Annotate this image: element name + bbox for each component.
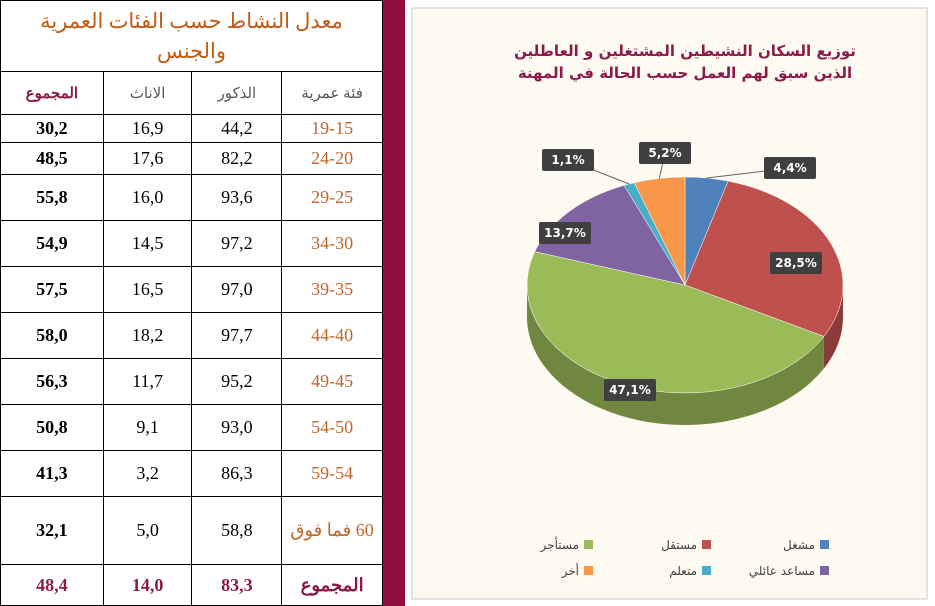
cell: 9,1	[102, 404, 193, 451]
cell: 48,5	[0, 142, 104, 175]
data-label: 47,1%	[609, 383, 651, 397]
cell: 54,9	[0, 220, 104, 267]
pie-slice	[684, 180, 844, 337]
cell: 18,2	[102, 312, 193, 359]
cell: 97,2	[191, 220, 283, 267]
cell: 57,5	[0, 266, 104, 313]
cell: 16,5	[102, 266, 193, 313]
cell: 24-20	[281, 142, 383, 175]
label-box	[764, 157, 816, 179]
legend-label: مستأجر	[540, 536, 579, 553]
cell: 19-15	[281, 114, 383, 143]
total-cell: 14,0	[102, 564, 193, 606]
data-row: 24-20 82,2 17,6 48,5	[0, 142, 383, 175]
data-row: 60 فما فوق 58,8 5,0 32,1	[0, 496, 383, 565]
pie-slice	[633, 176, 686, 286]
chart-title: الذين سبق لهم العمل حسب الحالة في المهنة	[518, 64, 852, 82]
legend-marker	[584, 540, 593, 549]
data-label: 4,4%	[773, 161, 806, 175]
data-row: 44-40 97,7 18,2 58,0	[0, 312, 383, 359]
header-cell: المجموع	[0, 71, 104, 115]
cell: 39-35	[281, 266, 383, 313]
cell: 11,7	[102, 358, 193, 405]
cell: 16,9	[102, 114, 193, 143]
cell: 59-54	[281, 450, 383, 497]
legend-marker	[820, 540, 829, 549]
cell: 50,8	[0, 404, 104, 451]
cell: 16,0	[102, 174, 193, 221]
data-label: 28,5%	[775, 256, 817, 270]
data-row: 34-30 97,2 14,5 54,9	[0, 220, 383, 267]
label-box	[770, 252, 822, 274]
legend-marker	[820, 566, 829, 575]
data-row: 59-54 86,3 3,2 41,3	[0, 450, 383, 497]
cell: 44-40	[281, 312, 383, 359]
table-panel: معدل النشاط حسب الفئات العمرية والجنس فئة…	[0, 0, 383, 606]
chart-title: توزيع السكان النشيطين المشتغلين و العاطل…	[514, 42, 856, 60]
total-cell: 48,4	[0, 564, 104, 606]
label-box	[604, 379, 656, 401]
cell: 30,2	[0, 114, 104, 143]
divider-band	[383, 0, 405, 606]
legend-label: مستقل	[661, 538, 697, 552]
header-cell: الذكور	[191, 71, 283, 115]
cell: 82,2	[191, 142, 283, 175]
cell: 93,6	[191, 174, 283, 221]
cell: 14,5	[102, 220, 193, 267]
cell: 34-30	[281, 220, 383, 267]
total-cell: المجموع	[281, 564, 383, 606]
data-row: 49-45 95,2 11,7 56,3	[0, 358, 383, 405]
data-row: 54-50 93,0 9,1 50,8	[0, 404, 383, 451]
cell: 95,2	[191, 358, 283, 405]
cell: 5,0	[102, 496, 193, 565]
label-box	[542, 149, 594, 171]
total-cell: 83,3	[191, 564, 283, 606]
cell: 86,3	[191, 450, 283, 497]
cell: 60 فما فوق	[281, 496, 383, 565]
title-row: معدل النشاط حسب الفئات العمرية والجنس	[0, 0, 383, 72]
pie-side	[823, 285, 843, 369]
cell: 41,3	[0, 450, 104, 497]
total-row: المجموع 83,3 14,0 48,4	[0, 564, 383, 606]
cell: 29-25	[281, 174, 383, 221]
chart: توزيع السكان النشيطين المشتغلين و العاطل…	[411, 7, 928, 600]
cell: 44,2	[191, 114, 283, 143]
pie-slice	[534, 185, 686, 286]
data-row: 29-25 93,6 16,0 55,8	[0, 174, 383, 221]
cell: 58,0	[0, 312, 104, 359]
header-cell: الاناث	[102, 71, 193, 115]
header-cell: فئة عمرية	[281, 71, 383, 115]
activity-table: معدل النشاط حسب الفئات العمرية والجنس فئة…	[0, 0, 383, 606]
legend-label: أخر	[561, 563, 579, 579]
data-label: 13,7%	[544, 226, 586, 240]
cell: 58,8	[191, 496, 283, 565]
legend-label: مشغل	[783, 538, 815, 552]
cell: 55,8	[0, 174, 104, 221]
data-label: 1,1%	[551, 153, 584, 167]
legend-label: مساعد عائلي	[749, 564, 815, 578]
cell: 3,2	[102, 450, 193, 497]
cell: 49-45	[281, 358, 383, 405]
data-label: 5,2%	[648, 146, 681, 160]
legend-marker	[584, 566, 593, 575]
cell: 56,3	[0, 358, 104, 405]
data-row: 39-35 97,0 16,5 57,5	[0, 266, 383, 313]
legend-label: متعلم	[669, 564, 697, 578]
table-title: معدل النشاط حسب الفئات العمرية والجنس	[0, 0, 383, 72]
legend-marker	[702, 566, 711, 575]
label-box	[639, 142, 691, 164]
pie-side	[527, 285, 824, 425]
cell: 32,1	[0, 496, 104, 565]
label-box	[539, 222, 591, 244]
legend-marker	[702, 540, 711, 549]
cell: 54-50	[281, 404, 383, 451]
header-row: فئة عمرية الذكور الاناث المجموع	[0, 71, 383, 115]
cell: 93,0	[191, 404, 283, 451]
cell: 97,0	[191, 266, 283, 313]
data-row: 19-15 44,2 16,9 30,2	[0, 114, 383, 143]
cell: 17,6	[102, 142, 193, 175]
cell: 97,7	[191, 312, 283, 359]
